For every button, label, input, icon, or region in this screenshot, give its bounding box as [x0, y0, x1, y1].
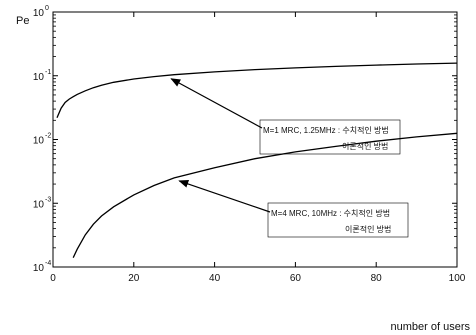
y-tick-label: 10	[33, 136, 45, 147]
x-tick-label: 80	[371, 273, 383, 284]
x-tick-label: 100	[449, 273, 466, 284]
y-tick-label: 10	[33, 8, 45, 19]
series-group	[56, 62, 458, 258]
y-tick-label: 10	[33, 199, 45, 210]
x-tick-label: 40	[209, 273, 221, 284]
annotation-1-line1: M=1 MRC, 1.25MHz : 수치적인 방법	[263, 125, 389, 135]
annotation-1-box	[259, 119, 401, 155]
y-tick-label: 10	[33, 263, 45, 274]
annotation-2-line2: 이론적인 방법	[345, 224, 391, 234]
series-2-line	[72, 132, 458, 258]
x-axis: 0 20 40 60 80 100	[50, 12, 466, 284]
x-axis-label: number of users	[391, 321, 471, 333]
y-tick-exponent: -1	[45, 69, 51, 76]
annotation-2-line1: M=4 MRC, 10MHz : 수치적인 방법	[271, 208, 390, 218]
y-tick-exponent: -4	[45, 260, 51, 267]
series-1-line	[56, 62, 458, 118]
y-tick-label: 10	[33, 72, 45, 83]
x-tick-label: 20	[128, 273, 140, 284]
annotation-2-box	[267, 202, 409, 238]
annotation-2-arrow	[178, 180, 271, 213]
y-tick-exponent: -2	[45, 133, 51, 140]
y-axis-label: Pe	[16, 15, 29, 27]
y-tick-exponent: 0	[45, 5, 49, 12]
x-tick-label: 60	[290, 273, 302, 284]
x-tick-label: 0	[50, 273, 56, 284]
y-tick-exponent: -3	[45, 196, 51, 203]
annotation-1-line2: 이론적인 방법	[342, 141, 388, 151]
annotation-1-arrow	[170, 78, 263, 129]
